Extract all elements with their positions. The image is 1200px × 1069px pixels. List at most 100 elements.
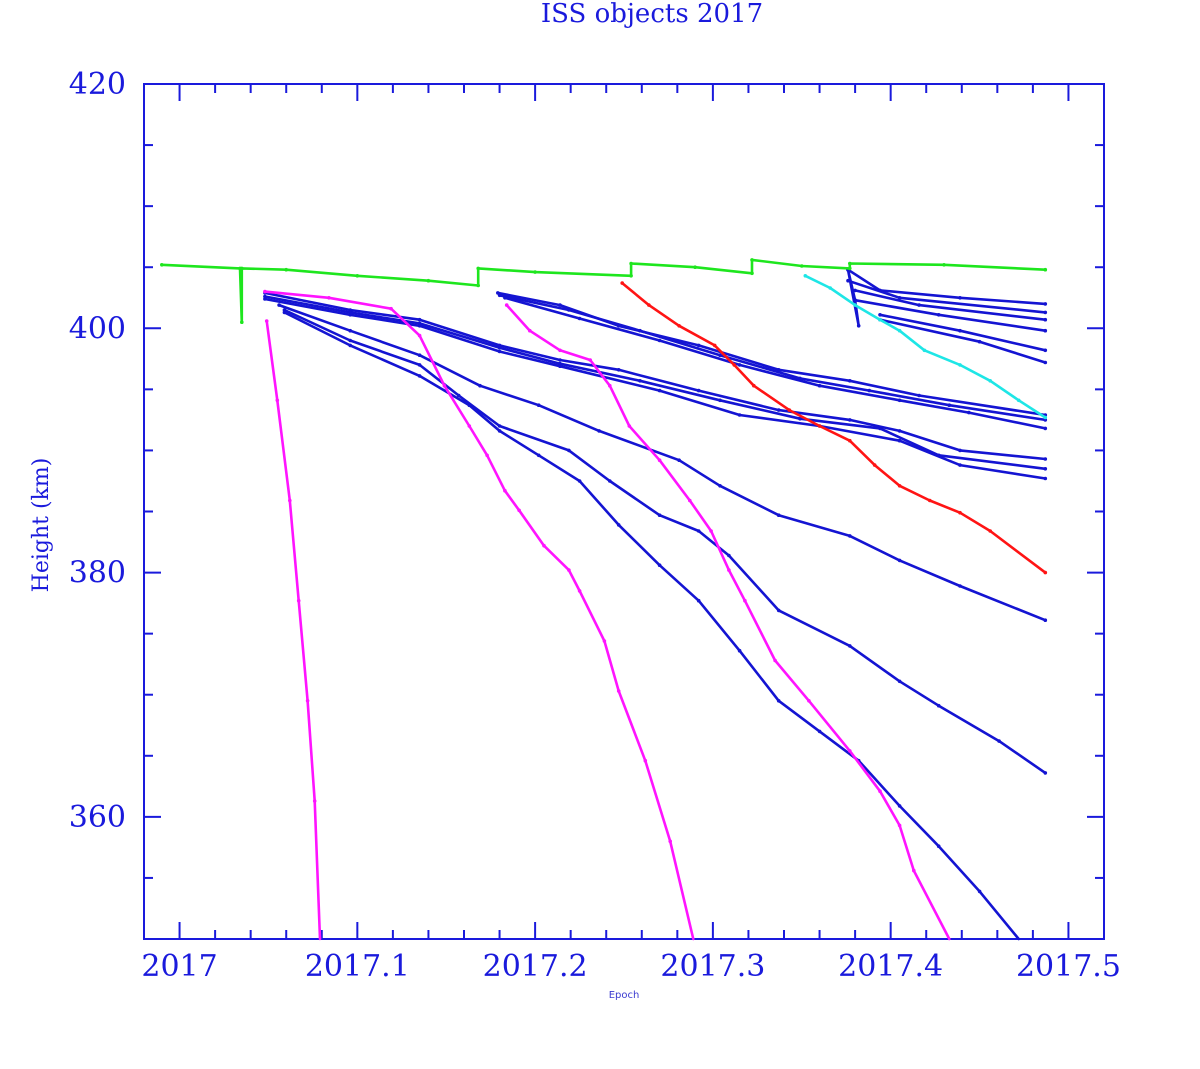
data-point [853,303,857,307]
data-point [277,303,281,307]
data-point [348,313,353,317]
data-point [677,324,681,328]
data-point [958,296,962,300]
data-point [263,297,267,301]
data-point [240,266,244,271]
data-point [897,804,902,808]
data-point [1043,467,1048,471]
data-point [542,543,546,548]
data-point [967,410,971,415]
data-point [577,479,582,483]
data-point [958,510,962,515]
series-object-5 [282,308,1048,775]
series-line [283,308,1047,775]
data-point [776,408,781,412]
data-point [936,703,941,708]
data-point [776,608,781,613]
data-point [677,458,681,463]
data-point [1043,570,1048,575]
series-line [503,296,1047,430]
x-axis-label: Epoch [609,990,640,1001]
data-point [803,274,808,278]
data-point [497,429,502,433]
data-point [917,303,921,307]
data-point [467,403,472,408]
data-point [817,424,822,428]
series-object-9 [503,296,1048,431]
data-point [657,458,662,463]
data-point [709,529,713,533]
data-point [997,739,1001,743]
data-point [897,484,902,488]
data-point [817,383,822,388]
data-point [348,328,353,333]
series-debris-d [620,281,1048,575]
data-point [476,266,481,271]
data-point [718,484,722,488]
data-point [533,270,537,274]
data-point [693,265,697,270]
data-point [497,424,502,428]
data-point [878,426,882,431]
series-object-2 [263,294,1048,471]
data-point [942,263,946,267]
data-point [776,699,781,703]
series-line [263,290,695,941]
y-tick-label: 420 [69,67,126,102]
series-object-4 [277,303,1048,622]
data-point [828,286,832,290]
data-point [417,374,422,378]
data-point [417,324,422,328]
data-point [288,498,292,503]
data-point [1043,267,1048,272]
data-point [897,328,902,333]
data-point [727,553,731,558]
data-point [1043,618,1048,622]
series-line [803,274,1047,419]
data-point [922,348,927,353]
data-point [848,644,852,648]
data-point [897,429,902,433]
data-point [305,699,310,703]
data-point [577,316,582,321]
data-point [647,303,651,307]
data-point [878,317,882,322]
data-point [958,448,962,453]
data-point [800,264,804,268]
data-point [1043,476,1048,481]
data-point [426,278,431,283]
data-point [442,383,447,388]
data-point [264,319,269,323]
data-point [275,398,280,403]
series-line [265,319,322,941]
data-point [696,343,701,348]
data-point [817,729,822,734]
data-point [355,274,360,278]
data-point [872,463,877,467]
data-point [627,424,632,428]
y-tick-label: 400 [69,311,126,346]
data-point [577,589,582,593]
data-point [848,749,852,753]
data-point [1043,310,1048,315]
data-point [417,317,422,322]
data-point [752,383,756,388]
data-point [878,789,882,793]
data-point [476,283,481,288]
data-point [917,393,921,398]
series-line [498,293,1047,422]
data-point [263,289,267,294]
data-point [696,529,701,533]
data-point [296,598,301,603]
series-line [263,295,1047,471]
data-point [853,298,857,303]
data-point [327,296,331,300]
data-point [912,868,916,873]
data-point [732,363,736,367]
data-point [485,453,489,458]
data-point [958,363,962,367]
data-point [737,363,742,367]
data-point [240,320,244,325]
x-tick-label: 2017.4 [838,949,943,984]
